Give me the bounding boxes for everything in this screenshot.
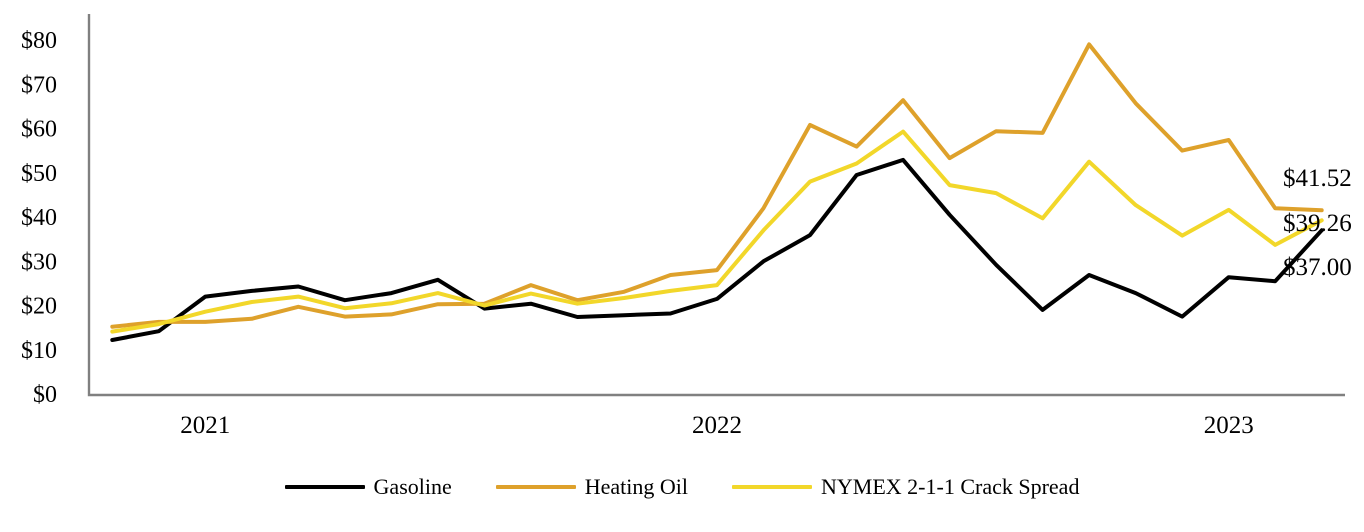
axis-lines — [87, 14, 1345, 397]
y-axis-tick-label: $10 — [21, 338, 57, 364]
end-value-label-gasoline: $37.00 — [1283, 254, 1352, 281]
y-axis-tick-label: $0 — [33, 382, 57, 408]
series-line-nymex-2-1-1-crack-spread — [110, 129, 1324, 334]
legend-item-nymex-2-1-1-crack-spread: NYMEX 2-1-1 Crack Spread — [732, 476, 1079, 498]
x-axis-year-label: 2021 — [180, 412, 230, 439]
y-axis-tick-label: $50 — [21, 161, 57, 187]
end-value-label-heating-oil: $41.52 — [1283, 165, 1352, 192]
legend-label: Gasoline — [373, 474, 452, 499]
series-line-heating-oil — [110, 42, 1324, 329]
y-axis-tick-label: $80 — [21, 28, 57, 54]
series-line-gasoline — [110, 157, 1324, 342]
legend-label: Heating Oil — [584, 474, 689, 499]
legend-line-swatch — [495, 485, 576, 489]
legend-label: NYMEX 2-1-1 Crack Spread — [821, 474, 1080, 499]
legend-item-gasoline: Gasoline — [284, 474, 452, 499]
y-axis-tick-label: $60 — [21, 117, 57, 143]
x-axis-year-label: 2022 — [692, 412, 742, 439]
end-value-label-nymex-2-1-1-crack-spread: $39.26 — [1283, 210, 1352, 237]
chart-legend: Gasoline Heating Oil NYMEX 2-1-1 Crack Spr… — [0, 476, 1364, 498]
y-axis-tick-label: $40 — [21, 205, 57, 231]
legend-line-swatch — [284, 485, 365, 489]
legend-item-heating-oil: Heating Oil — [495, 474, 689, 499]
y-axis-tick-label: $30 — [21, 249, 57, 275]
x-axis-year-label: 2023 — [1204, 412, 1254, 439]
legend-line-swatch — [732, 485, 813, 489]
y-axis-tick-label: $70 — [21, 72, 57, 98]
y-axis-tick-label: $20 — [21, 294, 57, 320]
